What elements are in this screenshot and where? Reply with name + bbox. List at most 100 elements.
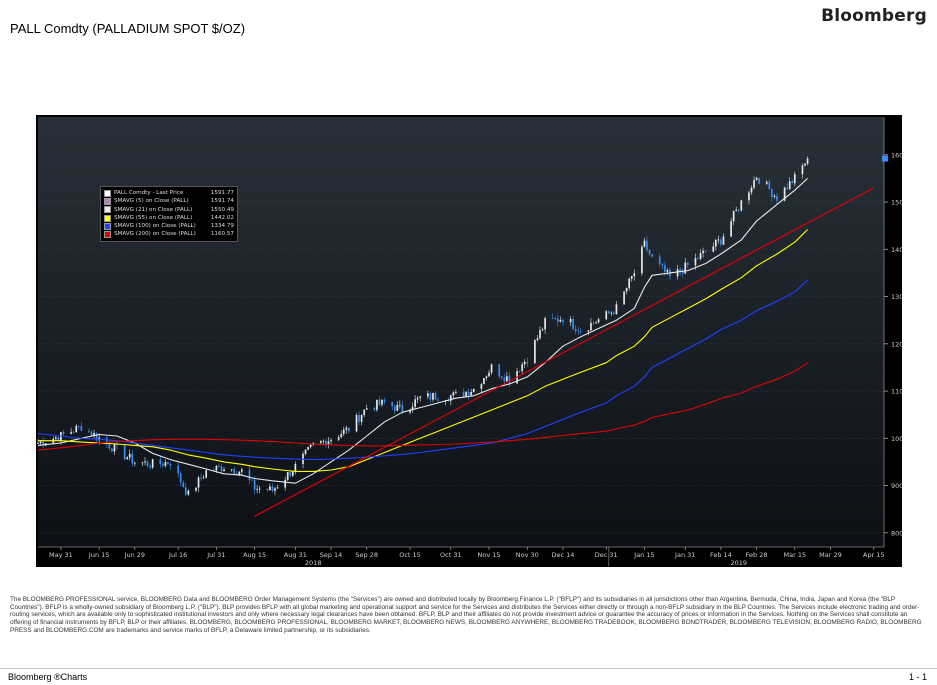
- x-tick-label: Jan 31: [674, 551, 695, 559]
- candle-body: [291, 471, 294, 476]
- y-tick-label: 1600: [891, 151, 902, 159]
- candle-body: [276, 487, 279, 489]
- candle-body: [806, 158, 809, 164]
- x-tick-label: Jun 15: [88, 551, 110, 559]
- legend-entry: SMAVG (55) on Close (PALL) 1442.02: [104, 214, 234, 222]
- candle-body: [60, 432, 62, 442]
- x-year-label: 2018: [305, 559, 322, 567]
- candle-body: [562, 319, 564, 323]
- candle-body: [54, 437, 57, 439]
- candle-body: [572, 318, 574, 329]
- candle-body: [251, 479, 253, 481]
- candle-body: [162, 463, 164, 466]
- candle-body: [498, 364, 501, 377]
- candle-body: [503, 377, 506, 382]
- x-tick-label: Oct 15: [399, 551, 421, 559]
- candle-body: [465, 391, 467, 397]
- x-tick-label: Aug 31: [284, 551, 307, 559]
- candle-body: [271, 486, 274, 491]
- candle-body: [452, 392, 455, 396]
- chart-legend: PALL Comdty - Last Price 1591.77 SMAVG (5)…: [100, 186, 238, 242]
- candle-body: [488, 372, 490, 377]
- x-tick-label: Sep 14: [320, 551, 343, 559]
- legend-swatch: [104, 197, 111, 205]
- candle-body: [274, 488, 276, 491]
- series-line: [37, 362, 808, 451]
- x-tick-label: Mar 15: [784, 551, 807, 559]
- candle-body: [113, 443, 116, 452]
- x-tick-label: Nov 15: [478, 551, 501, 559]
- series-line: [37, 279, 808, 461]
- candle-body: [801, 165, 804, 175]
- candle-body: [737, 209, 740, 211]
- candle-body: [714, 239, 717, 247]
- candle-body: [77, 425, 80, 427]
- candle-body: [363, 409, 366, 416]
- candle-body: [472, 388, 475, 393]
- candle-body: [179, 473, 182, 483]
- y-tick-label: 800: [891, 529, 902, 537]
- candle-body: [788, 181, 791, 190]
- candle-body: [758, 177, 760, 184]
- candle-body: [544, 318, 546, 330]
- candle-body: [108, 443, 111, 449]
- candle-body: [230, 469, 233, 471]
- candle-body: [536, 338, 539, 341]
- candle-body: [381, 399, 383, 405]
- candle-body: [490, 364, 493, 373]
- candle-body: [556, 318, 559, 322]
- candle-body: [123, 445, 126, 460]
- candle-body: [235, 473, 238, 475]
- x-tick-label: Feb 14: [710, 551, 732, 559]
- candle-body: [146, 461, 149, 466]
- candle-body: [791, 181, 794, 184]
- candle-body: [776, 195, 778, 201]
- candle-body: [90, 431, 93, 437]
- candle-body: [633, 273, 636, 277]
- legend-swatch: [104, 222, 111, 230]
- candle-body: [167, 462, 169, 465]
- candle-body: [748, 192, 750, 201]
- candle-body: [133, 462, 136, 464]
- candle-body: [720, 239, 722, 245]
- price-chart: 800 900 1000 1100 1200 1300 1400 1500 1600 May 31…: [36, 115, 902, 567]
- candle-body: [523, 361, 526, 365]
- candle-body: [248, 469, 251, 480]
- candle-body: [722, 236, 725, 245]
- candle-body: [429, 393, 432, 400]
- candle-body: [648, 250, 651, 255]
- candle-body: [432, 393, 434, 400]
- chart-area: 800 900 1000 1100 1200 1300 1400 1500 1600 May 31…: [36, 115, 902, 567]
- x-tick-label: Sep 28: [355, 551, 378, 559]
- x-tick-label: Nov 30: [516, 551, 539, 559]
- candle-body: [241, 469, 243, 472]
- candle-body: [712, 246, 715, 252]
- candle-body: [256, 488, 258, 490]
- candle-body: [383, 399, 386, 402]
- candle-body: [409, 409, 411, 413]
- candle-body: [360, 415, 363, 422]
- candle-body: [577, 330, 580, 332]
- candle-body: [378, 399, 381, 405]
- candle-body: [75, 425, 78, 433]
- candle-body: [131, 453, 134, 464]
- candle-body: [195, 487, 197, 491]
- x-tick-label: Feb 28: [746, 551, 768, 559]
- x-tick-label: Jul 31: [206, 551, 225, 559]
- candle-body: [164, 462, 167, 466]
- candle-body: [661, 263, 664, 266]
- candle-body: [72, 432, 75, 433]
- candle-body: [396, 404, 399, 411]
- candle-body: [730, 221, 732, 237]
- candle-body: [197, 477, 200, 488]
- candle-body: [149, 465, 151, 468]
- candle-body: [732, 211, 735, 222]
- footer-divider: [0, 668, 937, 669]
- legend-value: 1550.49: [210, 206, 234, 213]
- candle-body: [205, 470, 208, 478]
- candle-body: [592, 322, 595, 324]
- candle-body: [348, 427, 350, 432]
- candle-body: [630, 276, 633, 279]
- candle-body: [200, 477, 202, 479]
- disclaimer-text: The BLOOMBERG PROFESSIONAL service, BLOO…: [10, 596, 922, 634]
